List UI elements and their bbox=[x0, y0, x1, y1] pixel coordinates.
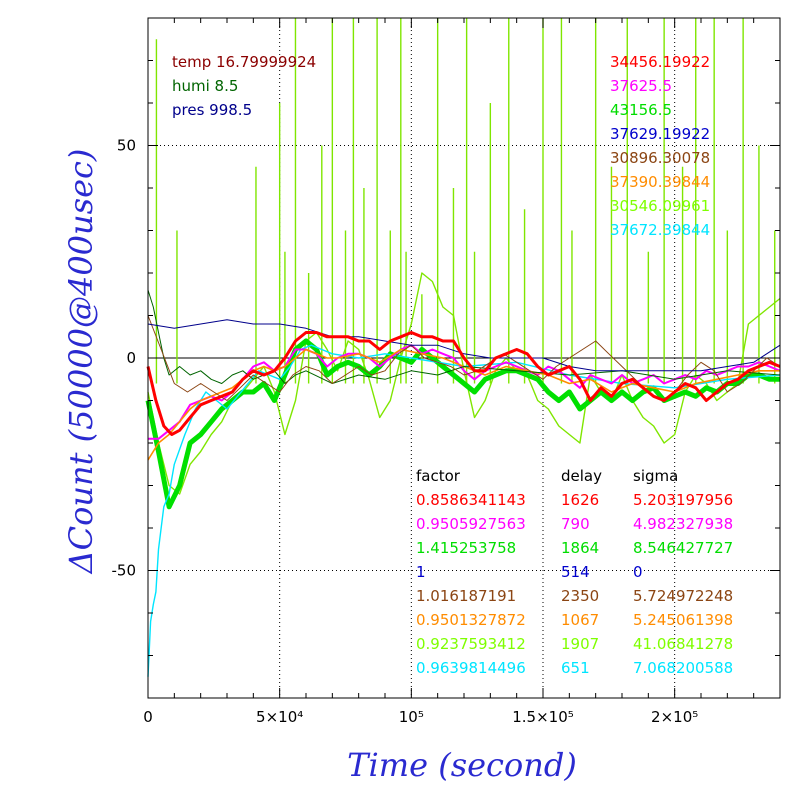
table-sigma-7: 7.068200588 bbox=[633, 659, 733, 677]
mean-value-5: 37390.39844 bbox=[610, 173, 710, 191]
mean-value-0: 34456.19922 bbox=[610, 53, 710, 71]
table-sigma-1: 4.982327938 bbox=[633, 515, 733, 533]
mean-value-3: 37629.19922 bbox=[610, 125, 710, 143]
y-tick-label-0: 50 bbox=[117, 137, 136, 155]
table-factor-2: 1.415253758 bbox=[416, 539, 516, 557]
x-axis-label: Time (second) bbox=[347, 746, 577, 784]
env-text-1: humi 8.5 bbox=[172, 77, 238, 95]
env-text-2: pres 998.5 bbox=[172, 101, 252, 119]
table-sigma-6: 41.06841278 bbox=[633, 635, 733, 653]
table-factor-5: 0.9501327872 bbox=[416, 611, 526, 629]
mean-value-4: 30896.30078 bbox=[610, 149, 710, 167]
table-delay-0: 1626 bbox=[561, 491, 599, 509]
tick-labels: 0 5×10⁴ 10⁵ 1.5×10⁵ 2×10⁵ 50 0 -50 bbox=[112, 137, 699, 727]
table-factor-6: 0.9237593412 bbox=[416, 635, 526, 653]
table-factor-7: 0.9639814496 bbox=[416, 659, 526, 677]
mean-value-2: 43156.5 bbox=[610, 101, 672, 119]
table-delay-2: 1864 bbox=[561, 539, 599, 557]
table-sigma-5: 5.245061398 bbox=[633, 611, 733, 629]
table-delay-7: 651 bbox=[561, 659, 590, 677]
table-sigma-4: 5.724972248 bbox=[633, 587, 733, 605]
x-tick-label-2: 10⁵ bbox=[399, 708, 424, 726]
table-header-sigma: sigma bbox=[633, 467, 678, 485]
plot-frame bbox=[147, 17, 781, 699]
table-sigma-2: 8.546427727 bbox=[633, 539, 733, 557]
mean-value-1: 37625.5 bbox=[610, 77, 672, 95]
mean-value-7: 37672.39844 bbox=[610, 221, 710, 239]
series-lines bbox=[145, 18, 781, 677]
table-factor-4: 1.016187191 bbox=[416, 587, 516, 605]
series-line-darkgreen bbox=[147, 289, 781, 384]
y-axis-label: ΔCount (50000@400usec) bbox=[62, 149, 100, 576]
y-tick-label-2: -50 bbox=[112, 562, 137, 580]
table-header-delay: delay bbox=[561, 467, 602, 485]
series-line-green bbox=[145, 338, 780, 510]
y-tick-label-1: 0 bbox=[126, 349, 136, 367]
table-factor-1: 0.9505927563 bbox=[416, 515, 526, 533]
series-line-cyan bbox=[147, 344, 781, 677]
x-tick-label-1: 5×10⁴ bbox=[256, 708, 303, 726]
table-factor-0: 0.8586341143 bbox=[416, 491, 526, 509]
x-tick-label-3: 1.5×10⁵ bbox=[512, 708, 574, 726]
table-delay-3: 514 bbox=[561, 563, 590, 581]
x-tick-label-4: 2×10⁵ bbox=[651, 708, 698, 726]
table-delay-6: 1907 bbox=[561, 635, 599, 653]
table-header-factor: factor bbox=[416, 467, 461, 485]
mean-value-6: 30546.09961 bbox=[610, 197, 710, 215]
annotations: temp 16.79999924 humi 8.5 pres 998.5 34456.… bbox=[172, 53, 733, 677]
table-sigma-0: 5.203197956 bbox=[633, 491, 733, 509]
env-text-0: temp 16.79999924 bbox=[172, 53, 316, 71]
table-sigma-3: 0 bbox=[633, 563, 643, 581]
table-factor-3: 1 bbox=[416, 563, 426, 581]
table-delay-4: 2350 bbox=[561, 587, 599, 605]
table-delay-5: 1067 bbox=[561, 611, 599, 629]
x-tick-label-0: 0 bbox=[143, 708, 153, 726]
series-line-blue bbox=[147, 319, 781, 372]
series-line-red bbox=[146, 331, 781, 436]
table-delay-1: 790 bbox=[561, 515, 590, 533]
